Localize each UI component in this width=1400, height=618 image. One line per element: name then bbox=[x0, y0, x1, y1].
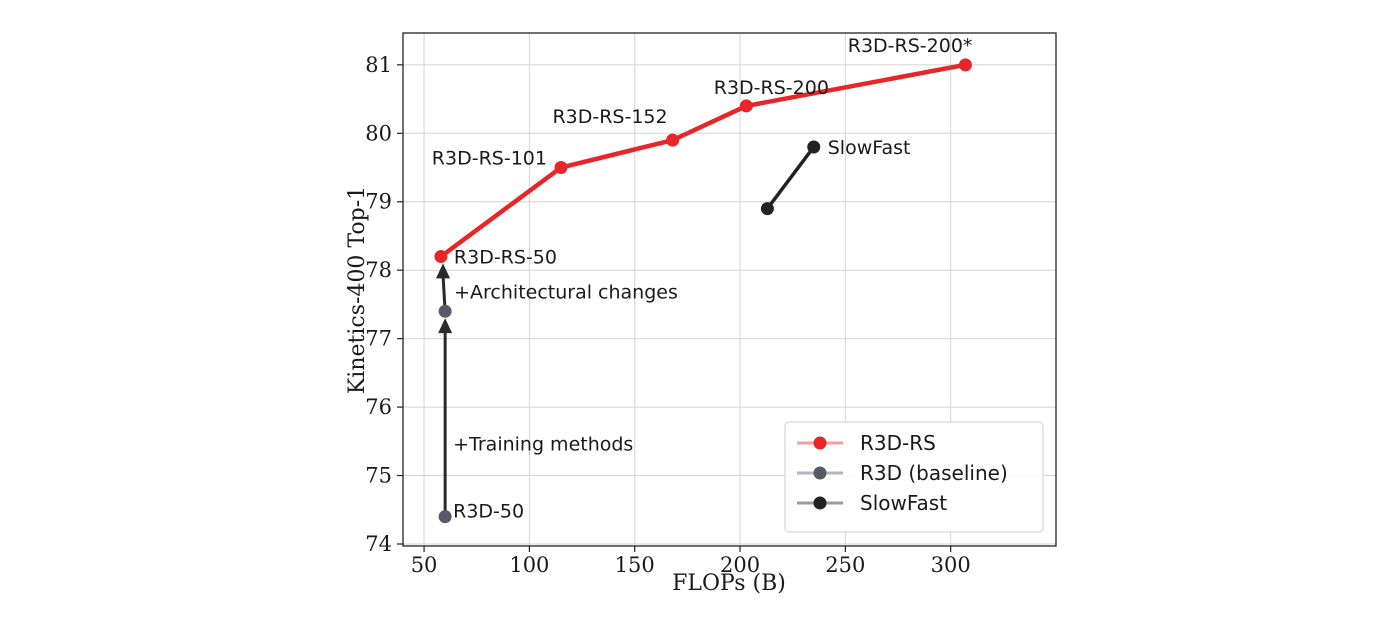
point-label: R3D-RS-200 bbox=[714, 77, 829, 99]
legend-box bbox=[784, 421, 1044, 533]
y-tick-label: 74 bbox=[365, 532, 392, 556]
x-tick-label: 100 bbox=[509, 553, 549, 577]
point-label: R3D-50 bbox=[453, 501, 524, 523]
legend-label: SlowFast bbox=[860, 491, 947, 515]
data-point bbox=[434, 250, 448, 264]
x-tick-label: 300 bbox=[931, 553, 971, 577]
y-tick-label: 76 bbox=[365, 395, 392, 419]
legend-swatch-marker bbox=[813, 466, 827, 480]
y-tick-label: 79 bbox=[365, 190, 392, 214]
y-tick-label: 75 bbox=[365, 464, 392, 488]
legend-swatch-marker bbox=[813, 436, 827, 450]
annotation-label: +Architectural changes bbox=[454, 281, 678, 303]
data-point bbox=[666, 133, 680, 147]
data-point bbox=[554, 161, 568, 175]
legend-swatch-marker bbox=[813, 496, 827, 510]
data-point bbox=[438, 510, 452, 524]
x-tick-label: 250 bbox=[825, 553, 865, 577]
annotations: +Training methods +Architectural changes bbox=[436, 263, 678, 517]
series bbox=[434, 58, 972, 524]
annotation-arrow-head bbox=[438, 318, 453, 334]
y-tick-label: 81 bbox=[365, 53, 392, 77]
series-line bbox=[765, 145, 816, 211]
data-point bbox=[739, 99, 753, 113]
y-axis-title: Kinetics-400 Top-1 bbox=[345, 186, 370, 394]
x-axis-title: FLOPs (B) bbox=[672, 571, 786, 596]
y-tick-label: 80 bbox=[365, 121, 392, 145]
data-point bbox=[807, 140, 821, 154]
y-tick-label: 78 bbox=[365, 258, 392, 282]
annotation-arrow-head bbox=[436, 263, 451, 279]
point-label: SlowFast bbox=[828, 137, 911, 159]
legend-label: R3D (baseline) bbox=[860, 461, 1008, 485]
legend-label: R3D-RS bbox=[860, 431, 936, 455]
x-tick-label: 150 bbox=[615, 553, 655, 577]
point-label: R3D-RS-200* bbox=[848, 35, 973, 57]
x-tick-label: 50 bbox=[411, 553, 438, 577]
data-point bbox=[958, 58, 972, 72]
x-tick-label: 200 bbox=[720, 553, 760, 577]
point-label: R3D-RS-152 bbox=[552, 106, 667, 128]
axis-ticks: 50 100 150 200 250 300 74 75 76 77 78 79 80 81 bbox=[365, 53, 970, 577]
y-tick-label: 77 bbox=[365, 327, 392, 351]
point-label: R3D-RS-101 bbox=[432, 148, 547, 170]
legend: R3D-RS R3D (baseline) SlowFast bbox=[784, 421, 1044, 533]
data-point bbox=[438, 304, 452, 318]
plot-frame bbox=[402, 32, 1057, 547]
annotation-label: +Training methods bbox=[453, 433, 633, 455]
data-point bbox=[760, 202, 774, 216]
point-label: R3D-RS-50 bbox=[454, 247, 557, 269]
